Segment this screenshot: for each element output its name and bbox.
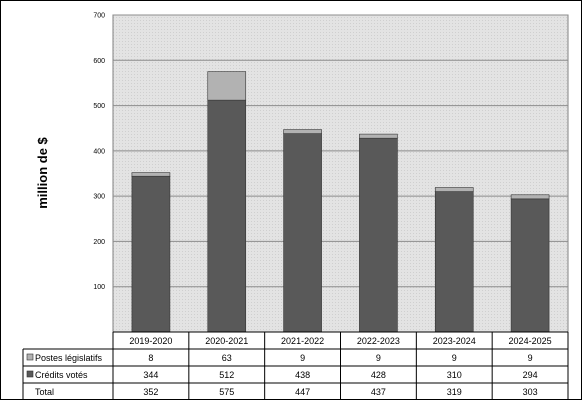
bars — [131, 71, 550, 333]
bar-segment — [283, 129, 322, 134]
data-cell: 512 — [219, 370, 234, 380]
data-cell: 438 — [295, 370, 310, 380]
category-label: 2021-2022 — [281, 336, 324, 346]
data-cell: 9 — [528, 353, 533, 363]
bar-segment — [434, 187, 474, 192]
bar-segment — [207, 71, 247, 101]
data-cell: 9 — [376, 353, 381, 363]
bar-segment — [359, 133, 398, 139]
data-table: 2019-2020 2020-2021 2021-2022 2022-2023 2023… — [22, 331, 569, 399]
bar-segment — [283, 133, 322, 333]
data-cell: 63 — [222, 353, 232, 363]
data-cell: 303 — [523, 387, 538, 397]
data-cell: 310 — [447, 370, 462, 380]
legend-label: Postes législatifs — [35, 353, 103, 363]
bar-segment — [131, 175, 171, 333]
y-tick-label: 700 — [93, 13, 105, 20]
legend-label: Crédits votés — [35, 370, 88, 380]
bar-segment — [359, 137, 398, 333]
bar-segment — [510, 194, 550, 200]
y-tick-label: 600 — [93, 58, 105, 65]
category-label: 2023-2024 — [433, 336, 476, 346]
category-label: 2020-2021 — [205, 336, 248, 346]
bar-segment — [434, 191, 474, 333]
data-cell: 9 — [300, 353, 305, 363]
bar-segment — [131, 172, 171, 177]
data-cell: 319 — [447, 387, 462, 397]
bar-segment — [207, 99, 247, 333]
plot-area — [112, 14, 569, 333]
data-cell: 344 — [143, 370, 158, 380]
legend-swatch — [26, 353, 34, 361]
category-label: 2024-2025 — [509, 336, 552, 346]
data-cell: 447 — [295, 387, 310, 397]
y-tick-label: 500 — [93, 103, 105, 110]
y-tick-label: 300 — [93, 194, 105, 201]
y-tick-label: 400 — [93, 148, 105, 155]
category-label: 2022-2023 — [357, 336, 400, 346]
y-tick-label: 100 — [93, 284, 105, 291]
bar-segment — [510, 198, 550, 333]
category-label: 2019-2020 — [129, 336, 172, 346]
legend-swatch — [26, 370, 34, 378]
data-cell: 428 — [371, 370, 386, 380]
data-cell: 575 — [219, 387, 234, 397]
data-cell: 8 — [148, 353, 153, 363]
legend-label: Total — [35, 387, 54, 397]
data-cell: 437 — [371, 387, 386, 397]
y-axis-ticks: 100 200 300 400 500 600 700 — [93, 13, 105, 292]
data-cell: 352 — [143, 387, 158, 397]
data-cell: 294 — [523, 370, 538, 380]
data-cell: 9 — [452, 353, 457, 363]
y-tick-label: 200 — [93, 239, 105, 246]
gridlines — [113, 14, 568, 288]
y-axis-label: million de $ — [35, 136, 50, 208]
